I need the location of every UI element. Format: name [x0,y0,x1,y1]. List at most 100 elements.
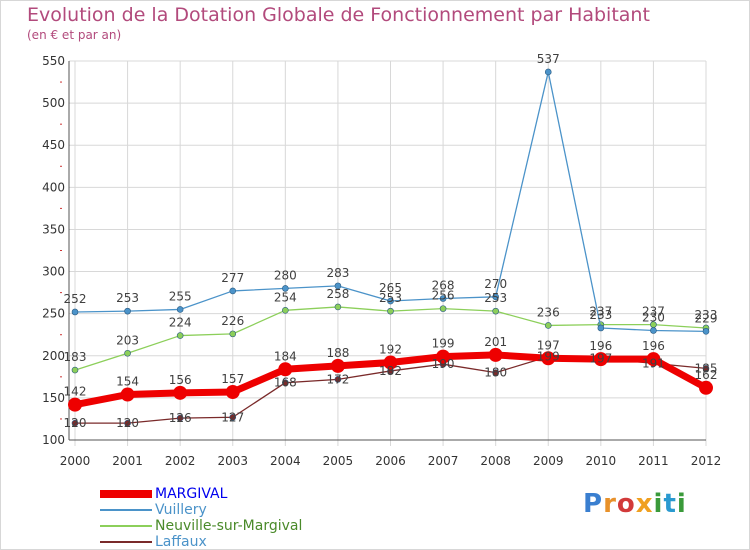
y-tick-label-300: 300 [42,265,65,279]
data-point-neuville-2004 [282,306,289,314]
proxiti-logo: Proxiti [583,489,687,519]
logo-letter: i [676,489,687,519]
x-tick-label-2007: 2007 [428,454,459,468]
data-label-neuville-2004: 254 [274,290,297,304]
data-point-margival-2005 [330,358,345,373]
data-point-vuillery-2008 [492,293,499,301]
data-label-laffaux-2011: 191 [642,356,665,370]
data-point-laffaux-2012 [702,365,710,372]
data-point-neuville-2008 [492,307,499,315]
data-label-vuillery-2011: 230 [642,311,665,325]
data-point-vuillery-2006 [387,297,394,305]
data-label-neuville-2011: 237 [642,305,665,319]
data-point-margival-2004 [278,362,293,377]
data-label-vuillery-2007: 268 [432,279,455,293]
data-label-laffaux-2000: 120 [64,416,87,430]
data-label-laffaux-2005: 172 [326,372,349,386]
chart-title: Evolution de la Dotation Globale de Fonc… [27,4,650,26]
data-label-vuillery-2005: 283 [326,266,349,280]
data-label-vuillery-2008: 270 [484,277,507,291]
y-tick-label-200: 200 [42,349,65,363]
data-label-vuillery-2003: 277 [221,271,244,285]
y-tick-label-350: 350 [42,222,65,236]
data-point-laffaux-2008 [492,369,499,376]
data-label-laffaux-2008: 180 [484,366,507,380]
data-label-margival-2009: 197 [537,338,560,352]
data-label-vuillery-2000: 252 [64,292,87,306]
series-layer [68,68,713,427]
data-point-laffaux-2002 [176,414,184,422]
data-label-laffaux-2010: 197 [589,351,612,365]
data-label-margival-2011: 196 [642,339,665,353]
data-label-margival-2005: 188 [326,346,349,360]
data-label-margival-2004: 184 [274,349,297,363]
data-label-margival-2003: 157 [221,372,244,386]
chart-subtitle: (en € et par an) [27,28,122,42]
x-tick-label-2002: 2002 [165,454,196,468]
data-label-margival-2001: 154 [116,375,139,389]
logo-letter: i [653,489,664,519]
data-point-margival-2012 [699,380,713,395]
data-point-vuillery-2004 [282,285,289,292]
data-point-margival-2002 [173,385,188,400]
x-tick-label-2012: 2012 [691,454,722,468]
data-label-laffaux-2004: 168 [274,376,297,390]
data-label-neuville-2008: 253 [484,291,507,305]
legend-swatch-margival [100,490,152,498]
data-point-neuville-2001 [124,349,131,357]
y-tick-label-100: 100 [42,433,65,447]
legend-label-neuville: Neuville-sur-Margival [155,518,303,534]
data-point-margival-2000 [68,397,82,412]
logo-letter: x [635,489,654,519]
data-label-vuillery-2009: 537 [537,52,560,66]
data-label-margival-2007: 199 [432,337,455,351]
data-point-neuville-2005 [334,303,342,311]
data-label-margival-2006: 192 [379,343,402,357]
x-tick-label-2011: 2011 [638,454,669,468]
data-label-laffaux-2007: 190 [432,357,455,371]
data-label-neuville-2009: 236 [537,305,560,319]
data-point-neuville-2007 [439,305,447,312]
data-point-margival-2001 [120,387,135,402]
x-tick-label-2006: 2006 [375,454,406,468]
data-label-vuillery-2001: 253 [116,291,139,305]
data-label-vuillery-2006: 265 [379,281,402,295]
data-label-margival-2012: 162 [695,368,718,382]
data-label-margival-2000: 142 [64,385,87,399]
data-label-neuville-2003: 226 [221,314,244,328]
data-point-neuville-2002 [176,332,184,339]
data-label-vuillery-2004: 280 [274,268,297,282]
data-point-vuillery-2000 [71,308,79,316]
y-tick-label-500: 500 [42,96,65,110]
x-tick-label-2010: 2010 [586,454,617,468]
legend-label-vuillery: Vuillery [155,502,207,518]
x-tick-label-2000: 2000 [60,454,91,468]
axes: 100 150 200 250 300 350 400 450 500 550 2000 2001 20… [42,54,721,468]
data-label-vuillery-2012: 229 [695,311,718,325]
data-label-neuville-2012: 233 [695,308,718,322]
data-point-margival-2010 [593,352,608,367]
data-point-vuillery-2002 [176,306,184,313]
data-label-laffaux-2009: 199 [537,350,560,364]
grid-lines [69,60,707,446]
data-label-neuville-2007: 256 [432,289,455,303]
legend-label-margival: MARGIVAL [155,486,228,502]
x-tick-label-2004: 2004 [270,454,301,468]
x-tick-label-2001: 2001 [112,454,143,468]
data-point-vuillery-2009 [544,68,552,76]
data-point-margival-2006 [383,355,398,370]
data-point-laffaux-2000 [71,419,79,427]
data-point-laffaux-2001 [124,419,131,427]
data-label-margival-2008: 201 [484,335,507,349]
logo-letter: o [616,489,636,519]
data-point-vuillery-2010 [597,324,605,332]
data-label-neuville-2005: 258 [326,287,349,301]
data-label-neuville-2001: 203 [116,333,139,347]
data-point-neuville-2003 [229,330,237,338]
data-point-vuillery-2012 [702,328,710,335]
data-label-laffaux-2012: 185 [695,361,718,375]
data-point-laffaux-2004 [282,379,289,387]
